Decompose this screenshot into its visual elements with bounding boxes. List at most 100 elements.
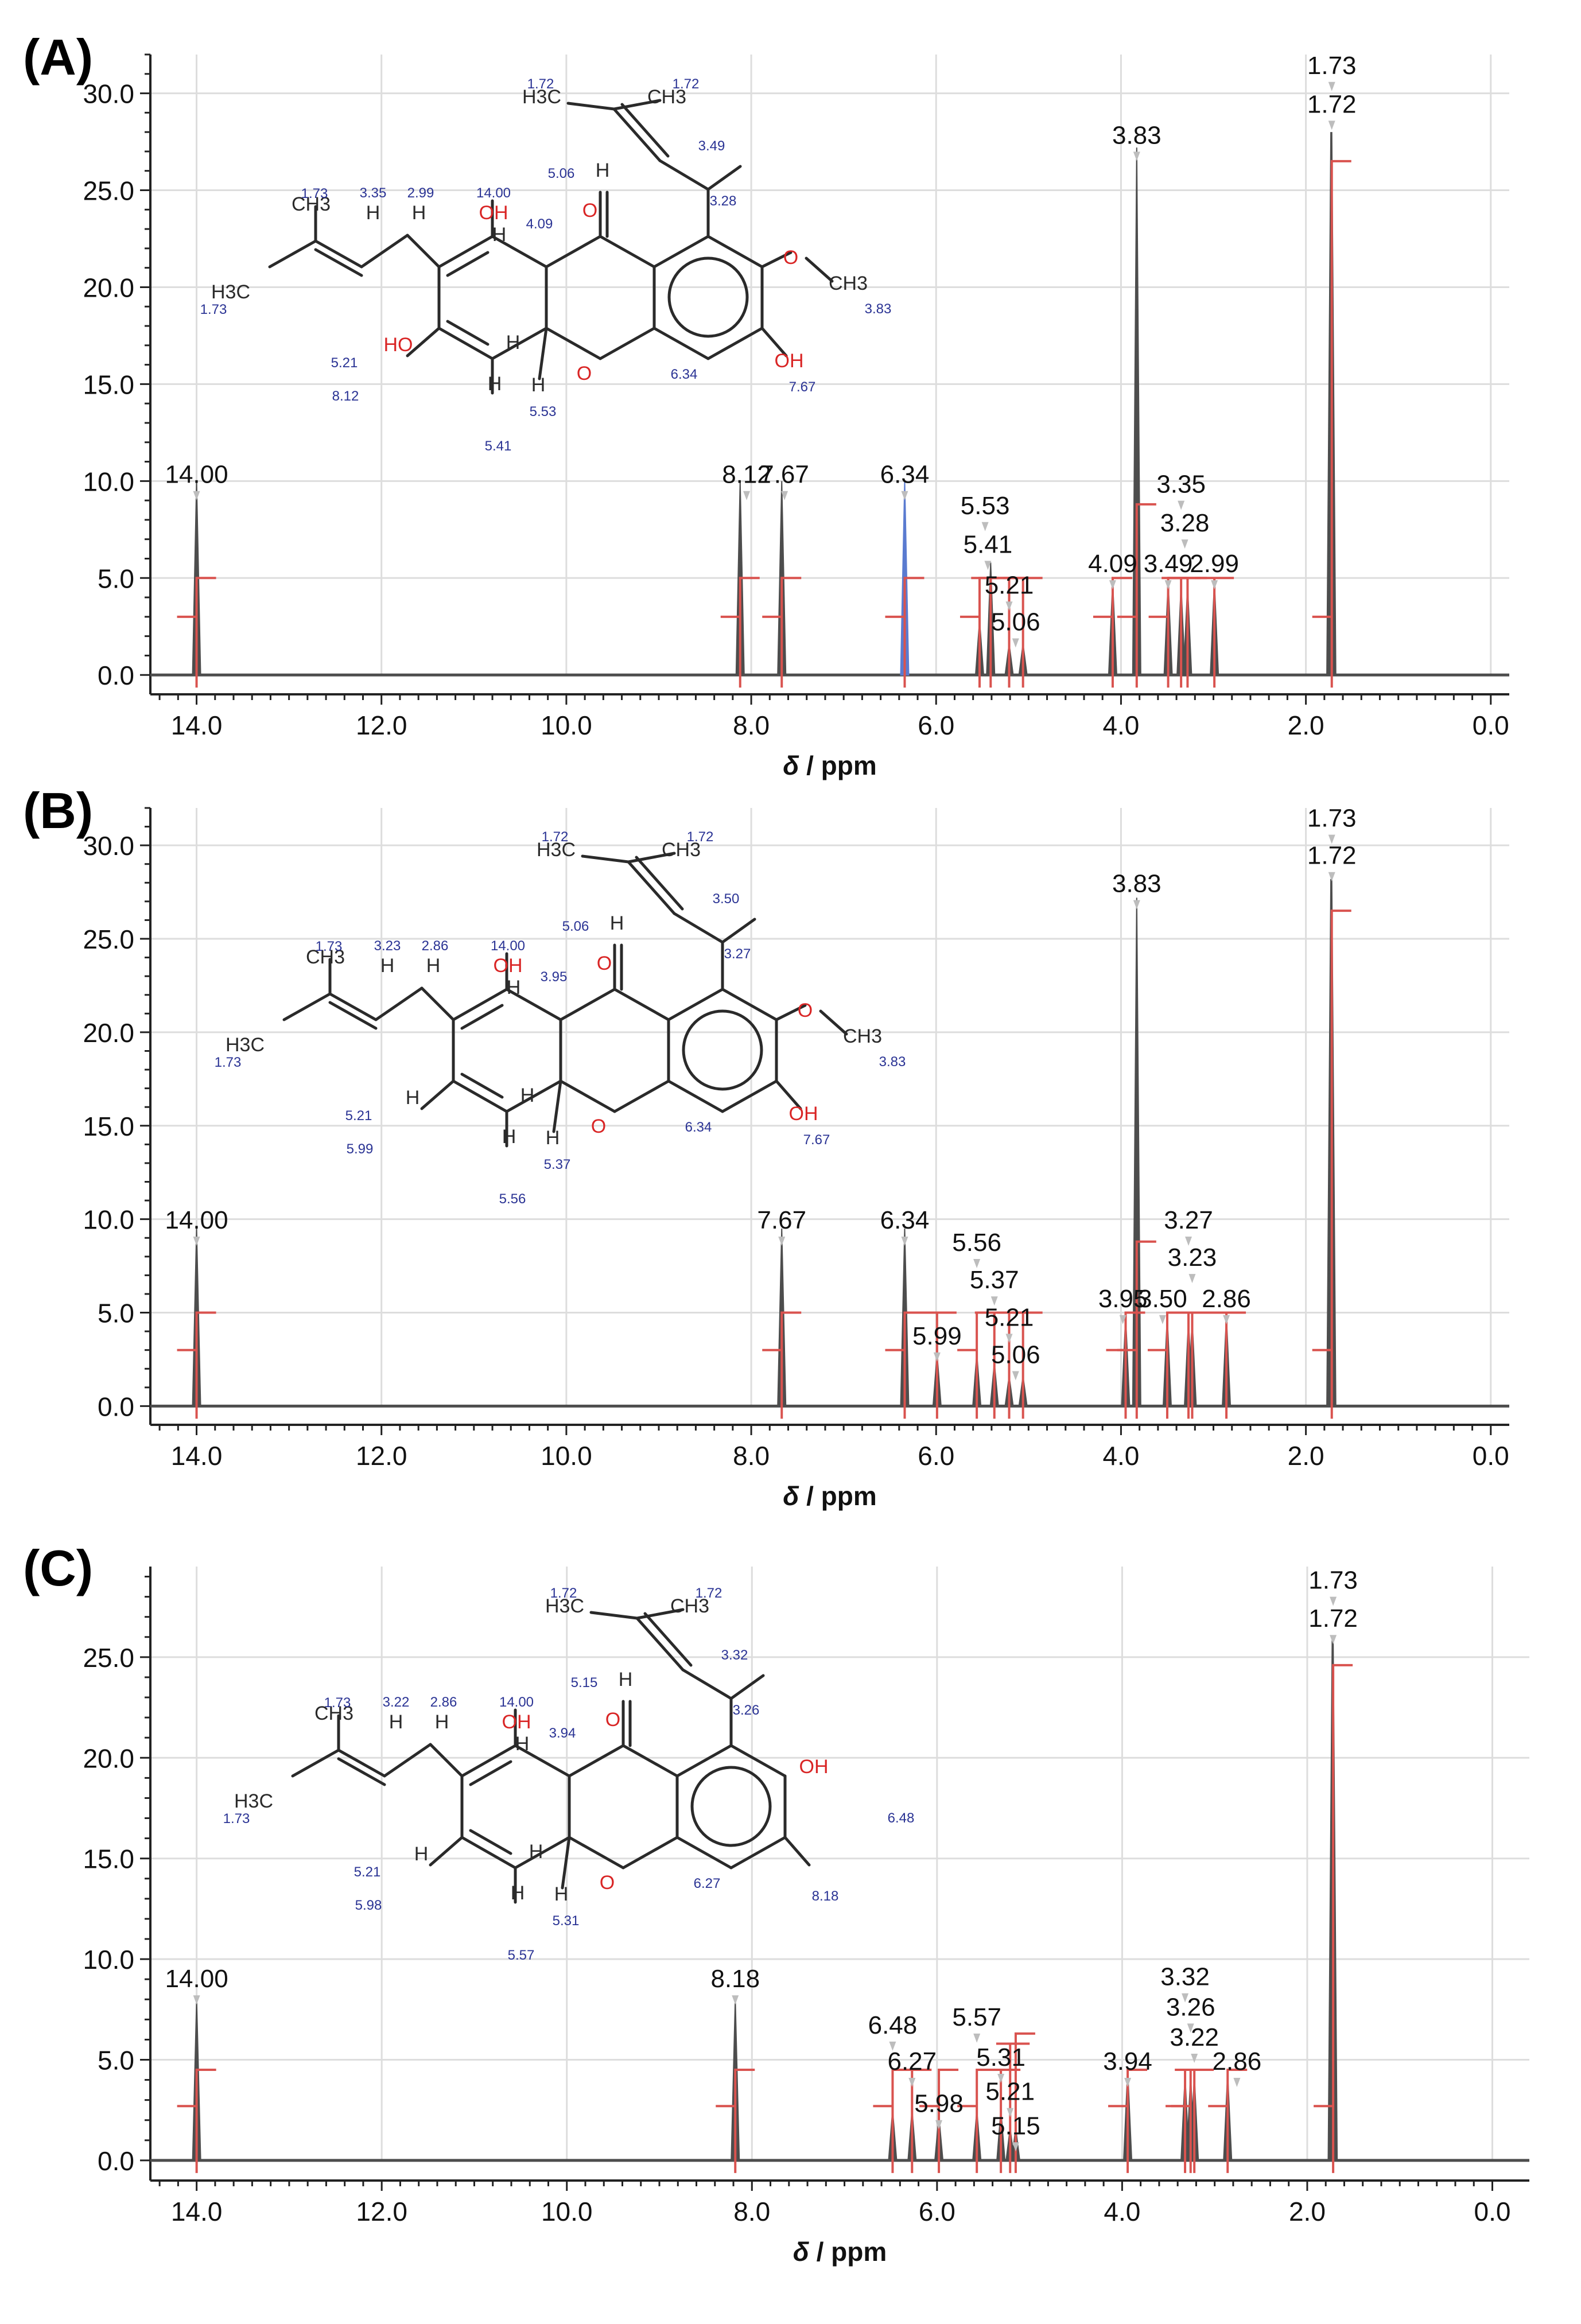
right-prenyl-bond — [681, 1668, 733, 1700]
ring-h-bond — [538, 327, 548, 380]
peak-label-pointer — [1007, 2108, 1014, 2117]
y-tick-label: 0.0 — [98, 660, 134, 690]
ring-a-double-bond — [460, 1004, 504, 1030]
shift-label: 7.67 — [789, 379, 816, 395]
ring-a-bond — [491, 327, 548, 360]
atom-label: CH3 — [829, 273, 868, 294]
peak-label-pointer — [1330, 1635, 1337, 1645]
ring-h-bond — [561, 1836, 571, 1890]
atom-label: H — [435, 1711, 449, 1733]
shift-label: 1.73 — [215, 1055, 242, 1070]
integral-curve — [1314, 1664, 1353, 2173]
x-axis-label: δ / ppm — [783, 751, 877, 780]
right-prenyl-double-bond — [643, 1612, 693, 1667]
prenyl-double-bond — [328, 1001, 378, 1030]
atom-label: H — [531, 374, 546, 396]
peak-label-pointer — [933, 1352, 941, 1362]
ring-c-bond — [706, 327, 764, 360]
atom-label: CH3 — [647, 86, 686, 108]
peak-label-pointer — [778, 1236, 786, 1246]
y-tick-label: 15.0 — [83, 1112, 134, 1141]
x-tick-label: 2.0 — [1288, 1441, 1324, 1471]
ring-a-double-bond — [446, 320, 490, 346]
shift-label: 3.32 — [721, 1647, 748, 1663]
integral-curve — [1117, 503, 1156, 688]
atom-label: H — [511, 1882, 525, 1904]
panel-c-label: (C) — [23, 1540, 93, 1596]
prenyl-double-bond — [328, 992, 378, 1021]
y-tick-label: 25.0 — [83, 924, 134, 954]
peak-label-pointer — [935, 2120, 943, 2129]
prenyl-double-bond — [314, 239, 363, 269]
right-h-bond — [721, 918, 756, 944]
peak-label: 1.72 — [1307, 90, 1357, 118]
peak-label: 5.99 — [912, 1322, 962, 1350]
shift-label: 1.72 — [696, 1585, 722, 1601]
peak-label-pointer — [1133, 151, 1140, 161]
integral-curve — [917, 1311, 957, 1419]
peak-label-pointer — [1328, 834, 1335, 844]
integral-curve — [1195, 577, 1234, 688]
right-prenyl-bond — [658, 159, 710, 191]
peak-labels: 14.00 7.67 6.345.995.565.375.215.063.953.5… — [165, 805, 1357, 1381]
peak-label: 1.73 — [1308, 1567, 1358, 1595]
atom-label: O — [600, 1872, 615, 1894]
right-h-bond — [729, 1674, 765, 1700]
peak-label: 3.83 — [1112, 870, 1162, 898]
peak-label-pointer — [908, 2078, 916, 2088]
integral-curve — [885, 577, 924, 688]
atom-label: H — [488, 373, 502, 395]
ring-a-bond — [452, 988, 508, 1021]
shift-label: 5.99 — [347, 1141, 374, 1157]
ring-a-substituent-bond — [420, 1079, 455, 1110]
ring-b-bond — [613, 1079, 670, 1113]
prenyl-double-bond — [337, 1748, 386, 1778]
atom-label: O — [605, 1709, 620, 1731]
y-tick-label: 20.0 — [83, 273, 134, 302]
atom-label: H — [515, 1733, 530, 1755]
peak-label: 5.06 — [991, 608, 1040, 636]
peak-label-pointer — [1328, 121, 1335, 130]
x-axis-label-unit: / ppm — [799, 751, 876, 780]
peak-label: 3.28 — [1160, 509, 1210, 537]
peak-label-pointer — [889, 2041, 896, 2051]
x-ticks: 14.0 12.0 10.0 8.0 6.0 4.0 2.0 0.0 — [158, 694, 1509, 740]
x-tick-label: 14.0 — [171, 1441, 223, 1471]
peak-label: 5.15 — [991, 2112, 1040, 2140]
peak-label-pointer — [193, 491, 200, 500]
y-tick-label: 15.0 — [83, 370, 134, 399]
x-tick-label: 0.0 — [1474, 2197, 1511, 2226]
peak-label-pointer — [193, 1236, 200, 1246]
atom-label: CH3 — [662, 839, 701, 861]
atom-label: H — [502, 1126, 516, 1148]
shift-label: 5.06 — [548, 166, 575, 181]
peak-label: 14.00 — [165, 461, 228, 489]
y-tick-label: 0.0 — [98, 2146, 134, 2176]
integral-curve — [1003, 577, 1043, 688]
peak-label: 1.72 — [1307, 842, 1357, 870]
peak-label: 5.56 — [952, 1229, 1001, 1257]
x-tick-label: 0.0 — [1473, 1441, 1509, 1471]
x-tick-label: 10.0 — [541, 1441, 592, 1471]
x-tick-label: 6.0 — [918, 1441, 954, 1471]
ring-a-bond — [460, 1744, 517, 1778]
x-tick-label: 14.0 — [171, 710, 223, 740]
ring-b-bond — [599, 327, 656, 360]
atom-label: H3C — [537, 839, 576, 861]
peak-label-pointer — [1328, 872, 1335, 881]
x-tick-label: 4.0 — [1102, 1441, 1139, 1471]
methoxy-bond — [775, 1004, 807, 1021]
shift-labels: 1.73 1.73 3.35 2.99 14.00 4.09 5.21 8.12 5.41 5.5… — [200, 76, 892, 454]
peak-label-pointer — [1164, 580, 1172, 590]
ring-a-bond — [514, 1836, 571, 1870]
peak-label-pointer — [1012, 638, 1019, 648]
peak-label-pointer — [1233, 2078, 1241, 2088]
shift-label: 8.12 — [332, 388, 359, 404]
peak-label: 5.21 — [985, 2078, 1035, 2106]
ring-b-bond — [613, 988, 670, 1021]
ring-a-bond — [437, 327, 494, 360]
peak-label-pointer — [1188, 1274, 1196, 1284]
peak-label: 2.86 — [1213, 2047, 1262, 2076]
atom-label: O — [582, 200, 597, 221]
